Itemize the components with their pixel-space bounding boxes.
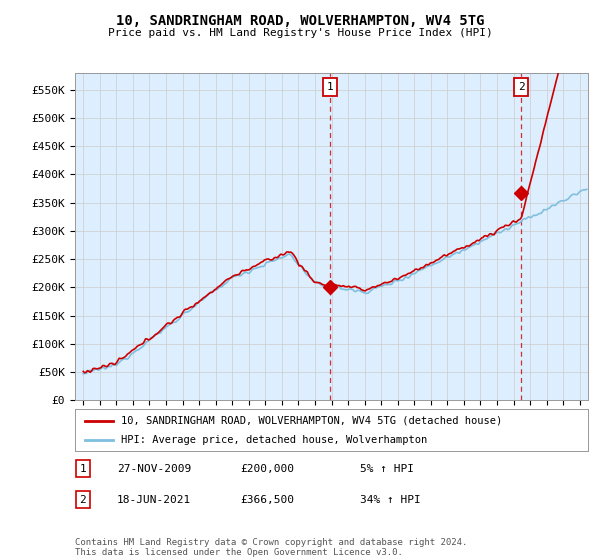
Text: 18-JUN-2021: 18-JUN-2021 (117, 494, 191, 505)
Text: 2: 2 (518, 82, 524, 92)
Text: 10, SANDRINGHAM ROAD, WOLVERHAMPTON, WV4 5TG (detached house): 10, SANDRINGHAM ROAD, WOLVERHAMPTON, WV4… (121, 416, 502, 426)
Text: 10, SANDRINGHAM ROAD, WOLVERHAMPTON, WV4 5TG: 10, SANDRINGHAM ROAD, WOLVERHAMPTON, WV4… (116, 14, 484, 28)
Text: 1: 1 (327, 82, 334, 92)
Text: 5% ↑ HPI: 5% ↑ HPI (360, 464, 414, 474)
Text: £200,000: £200,000 (240, 464, 294, 474)
Text: 34% ↑ HPI: 34% ↑ HPI (360, 494, 421, 505)
Text: 2: 2 (79, 494, 86, 505)
Text: HPI: Average price, detached house, Wolverhampton: HPI: Average price, detached house, Wolv… (121, 435, 427, 445)
Text: £366,500: £366,500 (240, 494, 294, 505)
Text: Price paid vs. HM Land Registry's House Price Index (HPI): Price paid vs. HM Land Registry's House … (107, 28, 493, 38)
Text: Contains HM Land Registry data © Crown copyright and database right 2024.
This d: Contains HM Land Registry data © Crown c… (75, 538, 467, 557)
Text: 27-NOV-2009: 27-NOV-2009 (117, 464, 191, 474)
Text: 1: 1 (79, 464, 86, 474)
